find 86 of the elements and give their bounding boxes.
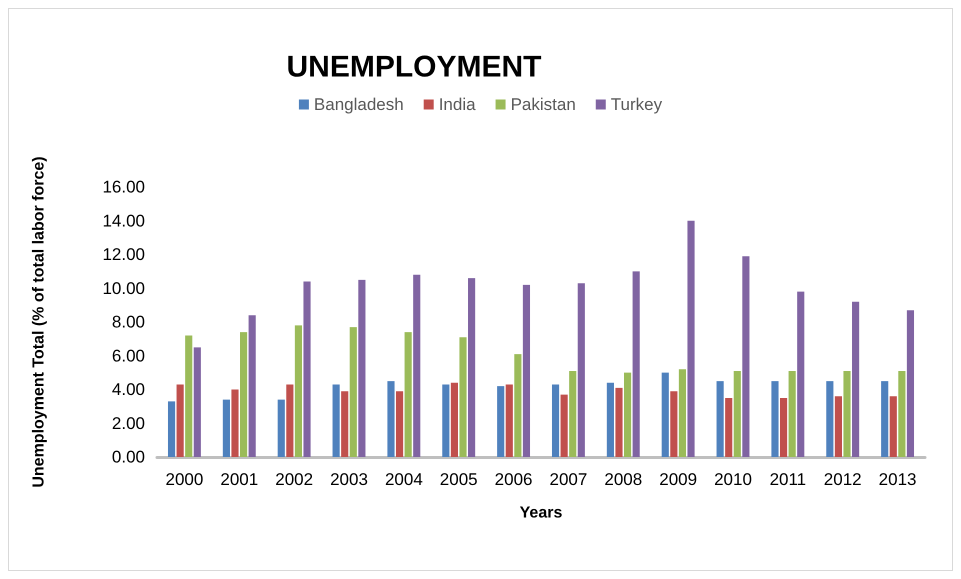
bar	[222, 400, 230, 457]
y-tick-label: 14.00	[102, 211, 145, 230]
y-tick-label: 12.00	[102, 245, 145, 264]
y-tick-label: 8.00	[112, 312, 145, 332]
bar	[560, 394, 568, 457]
bar	[552, 384, 560, 457]
bar	[506, 384, 513, 457]
bar	[906, 310, 914, 457]
bar	[442, 384, 450, 457]
bar	[826, 381, 834, 457]
bar	[332, 384, 340, 457]
x-tick-label: 2006	[494, 470, 532, 489]
bar	[522, 284, 530, 457]
bar	[514, 354, 522, 457]
bar	[194, 347, 201, 457]
y-axis-title: Unemployment Total (% of total labor force)	[30, 156, 48, 488]
x-axis-title: Years	[520, 504, 562, 522]
x-tick-label: 2011	[770, 470, 806, 489]
bar	[788, 370, 796, 457]
bar	[185, 336, 192, 457]
x-tick-label: 2012	[824, 470, 862, 489]
y-tick-label: 10.00	[102, 278, 145, 298]
bar	[890, 396, 897, 457]
bar	[413, 274, 420, 457]
bar	[468, 278, 476, 457]
bar	[742, 256, 750, 457]
x-tick-label: 2008	[604, 470, 642, 489]
bar	[797, 292, 804, 457]
x-tick-label: 2001	[220, 470, 258, 489]
bar	[852, 302, 860, 457]
bar	[404, 332, 412, 457]
x-tick-label: 2005	[440, 470, 478, 489]
bar	[662, 372, 669, 457]
bar	[898, 370, 906, 457]
x-tick-label: 2009	[659, 470, 698, 489]
bar	[632, 271, 640, 457]
legend-label: Pakistan	[510, 95, 576, 114]
bar	[294, 325, 302, 457]
chart-title: UNEMPLOYMENT	[286, 50, 542, 84]
bar	[725, 398, 732, 457]
bar	[578, 283, 585, 457]
x-tick-label: 2003	[330, 470, 368, 489]
bar	[569, 370, 576, 457]
y-tick-label: 16.00	[102, 178, 145, 196]
y-tick-label: 6.00	[112, 346, 145, 366]
bar	[716, 381, 724, 457]
bar	[176, 384, 184, 457]
x-tick-label: 2013	[878, 470, 916, 489]
bar	[396, 391, 404, 457]
bar	[387, 381, 395, 457]
bar	[606, 382, 614, 457]
bar	[734, 370, 741, 457]
legend-label: India	[438, 95, 476, 114]
bar	[168, 401, 176, 457]
x-tick-label: 2007	[550, 470, 588, 489]
bar	[248, 315, 256, 457]
x-tick-label: 2004	[384, 470, 423, 489]
bar	[350, 327, 357, 457]
bar	[670, 391, 678, 457]
y-tick-label: 2.00	[112, 414, 145, 433]
bar	[278, 400, 285, 457]
x-tick-label: 2010	[714, 470, 752, 489]
bar	[450, 382, 458, 457]
y-tick-label: 0.00	[112, 448, 145, 466]
bar	[780, 398, 788, 457]
bar	[497, 386, 504, 457]
x-tick-label: 2002	[275, 470, 314, 489]
bar	[459, 337, 467, 457]
bar	[834, 396, 842, 457]
bar	[615, 388, 623, 457]
bar	[341, 391, 348, 457]
bar	[231, 390, 239, 457]
bar	[240, 332, 248, 457]
y-tick-label: 4.00	[112, 380, 145, 399]
bar	[358, 280, 366, 457]
legend-label: Bangladesh	[314, 95, 404, 114]
legend-label: Turkey	[610, 95, 663, 114]
bar	[303, 282, 311, 457]
bar	[881, 381, 888, 457]
bar	[843, 370, 851, 457]
bar	[286, 384, 294, 457]
bar	[687, 220, 695, 457]
bar	[624, 372, 632, 457]
bar	[678, 369, 686, 457]
bar	[771, 381, 779, 457]
x-tick-label: 2000	[166, 470, 204, 489]
